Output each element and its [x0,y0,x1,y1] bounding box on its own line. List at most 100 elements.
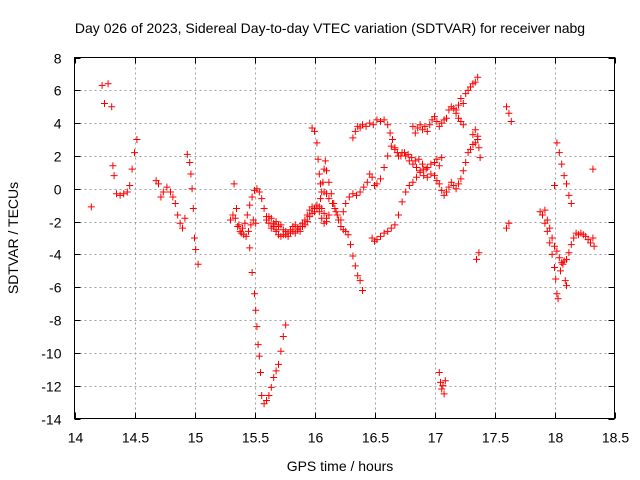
data-point [349,134,357,142]
data-point [332,208,340,216]
data-point [265,392,273,400]
data-point [471,126,479,134]
data-point [349,190,357,198]
data-point [380,163,388,171]
data-point [445,183,453,191]
data-point [391,221,399,229]
y-tick-label: -14 [41,412,61,428]
data-point [475,144,483,152]
data-point [405,181,413,189]
x-axis-label: GPS time / hours [287,458,394,474]
data-point [553,139,561,147]
data-point [373,180,381,188]
data-point [317,195,324,203]
data-point [258,392,266,400]
data-point [373,236,381,244]
data-point [248,268,256,276]
data-point [380,116,388,124]
x-tick-labels: 14 14.5 15 15.5 16 16.5 17 17.5 18 18.5 [68,430,630,446]
data-point [553,290,561,298]
data-point [174,211,182,219]
data-point [252,306,260,314]
grid [74,57,615,419]
data-point [409,178,417,186]
data-point [563,282,570,290]
data-point [402,152,410,160]
data-point [558,160,566,168]
data-point [561,277,569,285]
y-tick-label: 4 [54,116,62,132]
data-point [230,180,238,188]
data-point [313,139,321,147]
data-point [108,103,116,111]
data-point [325,178,333,186]
data-point [384,227,392,235]
data-point [333,211,341,219]
data-point [272,367,280,375]
data-point [587,239,594,247]
data-point [342,200,350,208]
data-point [245,227,252,235]
data-point [126,181,134,189]
data-point [473,255,480,263]
data-point [258,195,266,203]
data-point [389,136,396,144]
chart-title: Day 026 of 2023, Sidereal Day-to-day VTE… [75,20,585,36]
data-point [395,211,402,219]
data-point [507,117,515,125]
data-point [366,119,374,127]
data-point [469,131,477,139]
data-point [321,157,329,165]
data-point [243,211,251,219]
data-point [318,204,326,212]
data-point [420,172,428,180]
data-point [120,190,128,198]
data-point [467,145,474,153]
data-point [179,224,186,232]
data-point [590,242,598,250]
data-point [557,267,564,275]
data-point [474,73,482,81]
data-point [431,113,438,121]
data-point [423,173,431,181]
data-point [541,206,549,214]
data-point [555,254,563,262]
data-point [123,188,131,196]
data-point [405,157,413,165]
data-point [563,255,570,263]
data-point [227,216,234,224]
data-point [505,109,513,117]
data-point [551,242,558,250]
data-point [349,252,357,260]
data-point [325,195,333,203]
data-point [241,219,249,227]
data-point [362,122,370,130]
y-tick-label: 0 [54,182,62,198]
data-point [187,170,195,178]
data-point [159,188,167,196]
x-tick-label: 14.5 [122,430,149,446]
data-point [413,163,420,171]
data-point [353,191,360,199]
data-point [433,117,441,125]
data-point [384,152,392,160]
data-point [551,264,558,272]
data-point [438,154,446,162]
data-point [275,360,282,368]
data-point [380,229,388,237]
data-point [279,226,287,234]
data-point [255,352,263,360]
data-point [359,287,366,295]
data-point [315,170,323,178]
y-tick-label: -2 [49,215,62,231]
data-point [277,221,285,229]
data-point [368,173,376,181]
data-point [329,200,336,208]
data-point [438,385,446,393]
data-point [239,224,246,232]
x-tick-label: 17 [428,430,444,446]
data-point [433,155,441,163]
data-point [267,214,275,222]
data-point [377,117,384,125]
